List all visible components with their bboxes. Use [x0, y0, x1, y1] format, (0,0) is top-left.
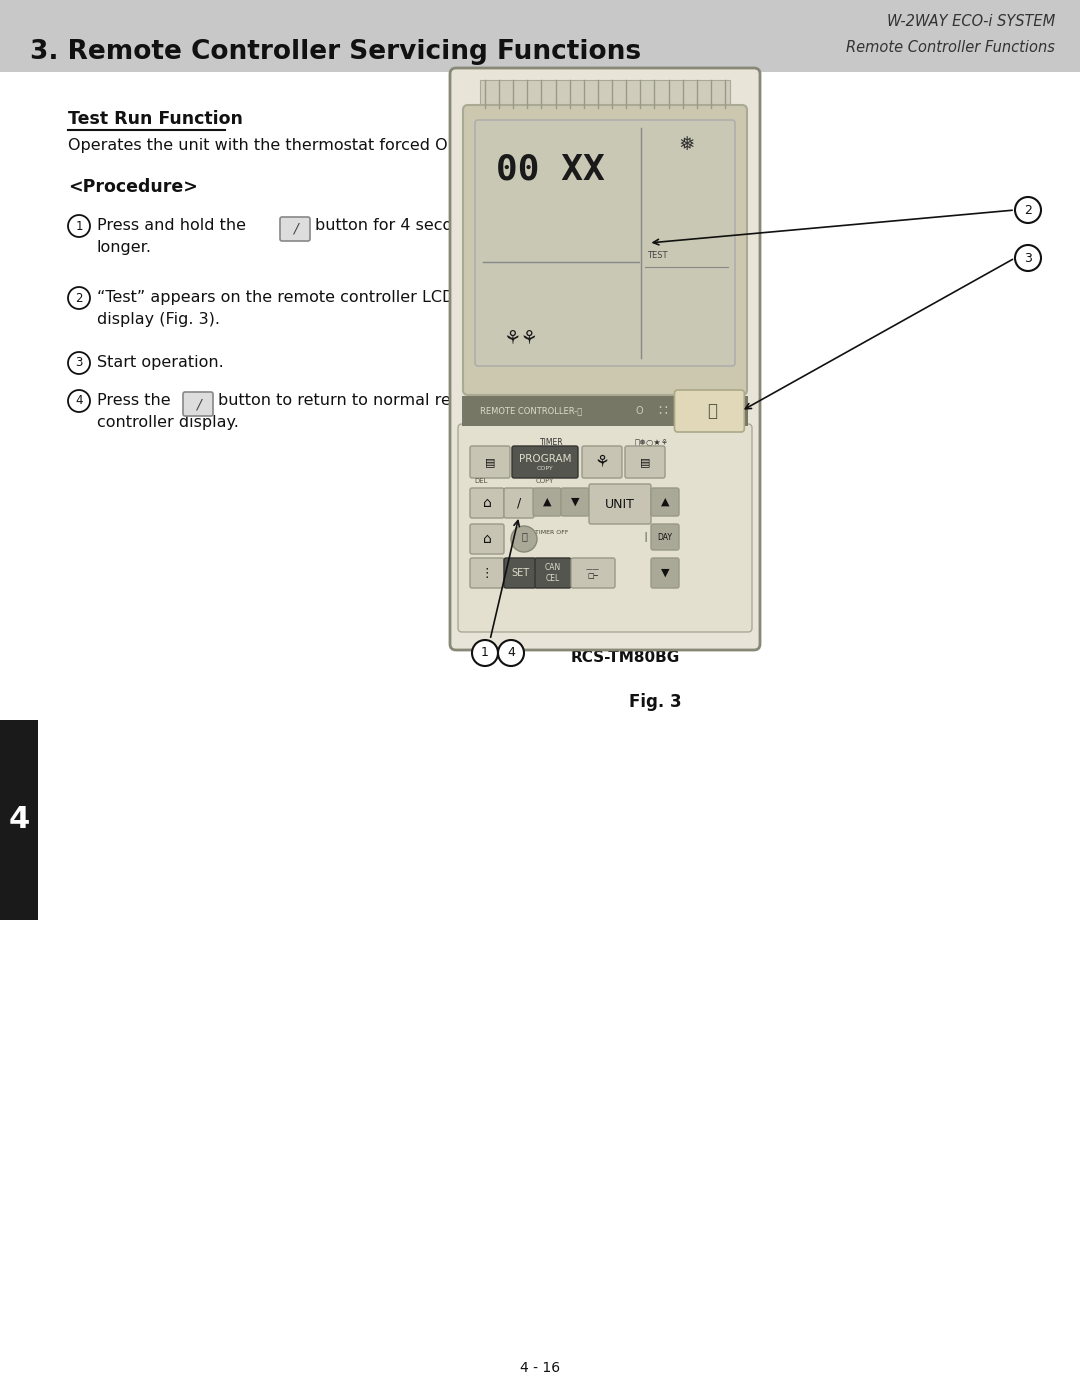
- FancyBboxPatch shape: [675, 390, 744, 432]
- Text: 3: 3: [76, 356, 83, 369]
- FancyBboxPatch shape: [470, 524, 504, 555]
- Text: button to return to normal remote: button to return to normal remote: [218, 393, 492, 408]
- Text: ▼: ▼: [570, 497, 579, 507]
- Text: DEL: DEL: [474, 478, 487, 483]
- Text: SET: SET: [511, 569, 529, 578]
- Text: 2: 2: [76, 292, 83, 305]
- FancyBboxPatch shape: [280, 217, 310, 242]
- Circle shape: [498, 640, 524, 666]
- Bar: [462, 395, 748, 426]
- Text: Start operation.: Start operation.: [97, 355, 224, 370]
- Text: /: /: [293, 222, 297, 236]
- Text: ⏻: ⏻: [707, 402, 717, 420]
- Text: ▤: ▤: [485, 457, 496, 467]
- FancyBboxPatch shape: [582, 446, 622, 478]
- FancyBboxPatch shape: [651, 524, 679, 550]
- Text: COPY: COPY: [536, 478, 554, 483]
- Text: controller display.: controller display.: [97, 415, 239, 430]
- Text: ❘: ❘: [640, 532, 649, 542]
- Circle shape: [511, 527, 537, 552]
- Circle shape: [1015, 197, 1041, 224]
- Text: Press the: Press the: [97, 393, 171, 408]
- Text: O: O: [636, 407, 644, 416]
- Text: REMOTE CONTROLLER-: REMOTE CONTROLLER-: [480, 407, 582, 415]
- Text: “Test” appears on the remote controller LCD: “Test” appears on the remote controller …: [97, 291, 455, 305]
- FancyBboxPatch shape: [183, 393, 213, 416]
- Text: ——
□─: —— □─: [586, 567, 600, 580]
- FancyBboxPatch shape: [470, 446, 510, 478]
- Circle shape: [68, 286, 90, 309]
- Circle shape: [1015, 244, 1041, 271]
- Bar: [0, 719, 38, 921]
- Text: 4: 4: [9, 806, 29, 834]
- Text: 00 XX: 00 XX: [496, 154, 605, 187]
- Text: ⚘⚘: ⚘⚘: [503, 330, 538, 348]
- Text: /: /: [195, 397, 200, 411]
- FancyBboxPatch shape: [651, 557, 679, 588]
- FancyBboxPatch shape: [475, 120, 735, 366]
- Bar: [480, 80, 730, 108]
- Text: 2: 2: [1024, 204, 1031, 217]
- FancyBboxPatch shape: [651, 488, 679, 515]
- FancyBboxPatch shape: [561, 488, 589, 515]
- Text: TEST: TEST: [647, 250, 667, 260]
- Text: 3: 3: [1024, 251, 1031, 264]
- FancyBboxPatch shape: [504, 488, 534, 518]
- Text: <Procedure>: <Procedure>: [68, 177, 198, 196]
- Text: Remote Controller Functions: Remote Controller Functions: [846, 41, 1055, 56]
- Text: TIMER OFF: TIMER OFF: [535, 529, 568, 535]
- Circle shape: [68, 215, 90, 237]
- Text: longer.: longer.: [97, 240, 152, 256]
- Text: 4: 4: [76, 394, 83, 408]
- FancyBboxPatch shape: [450, 68, 760, 650]
- Text: 3. Remote Controller Servicing Functions: 3. Remote Controller Servicing Functions: [30, 39, 642, 64]
- Text: ▲: ▲: [661, 497, 670, 507]
- Circle shape: [68, 352, 90, 374]
- Bar: [0, 0, 1080, 73]
- Text: 1: 1: [481, 647, 489, 659]
- Text: UNIT: UNIT: [605, 497, 635, 510]
- FancyBboxPatch shape: [463, 105, 747, 395]
- Text: Ⓐ❅○★⚘: Ⓐ❅○★⚘: [635, 439, 670, 447]
- Text: Test Run Function: Test Run Function: [68, 110, 243, 129]
- Text: CAN
CEL: CAN CEL: [545, 563, 562, 583]
- Text: 1: 1: [76, 219, 83, 232]
- FancyBboxPatch shape: [504, 557, 536, 588]
- Text: ▲: ▲: [543, 497, 551, 507]
- Text: ❅: ❅: [678, 136, 694, 154]
- Text: ⋮: ⋮: [481, 567, 494, 580]
- Text: COPY: COPY: [537, 465, 553, 471]
- FancyBboxPatch shape: [571, 557, 615, 588]
- FancyBboxPatch shape: [534, 488, 561, 515]
- FancyBboxPatch shape: [458, 425, 752, 631]
- FancyBboxPatch shape: [625, 446, 665, 478]
- Text: ⌂: ⌂: [483, 496, 491, 510]
- Circle shape: [68, 390, 90, 412]
- FancyBboxPatch shape: [470, 557, 504, 588]
- Text: display (Fig. 3).: display (Fig. 3).: [97, 312, 220, 327]
- Text: 4: 4: [508, 647, 515, 659]
- Text: ▤: ▤: [639, 457, 650, 467]
- FancyBboxPatch shape: [512, 446, 578, 478]
- Text: ⌂: ⌂: [483, 532, 491, 546]
- FancyBboxPatch shape: [589, 483, 651, 524]
- Circle shape: [472, 640, 498, 666]
- Text: PROGRAM: PROGRAM: [518, 454, 571, 464]
- Text: Press and hold the: Press and hold the: [97, 218, 246, 233]
- Text: RCS-TM80BG: RCS-TM80BG: [571, 651, 680, 665]
- Text: /: /: [517, 496, 522, 510]
- FancyBboxPatch shape: [470, 488, 504, 518]
- Text: ⦻: ⦻: [521, 531, 527, 541]
- Text: TIMER: TIMER: [540, 439, 564, 447]
- FancyBboxPatch shape: [535, 557, 571, 588]
- Text: ∷: ∷: [659, 404, 667, 418]
- Text: Operates the unit with the thermostat forced ON.: Operates the unit with the thermostat fo…: [68, 138, 464, 154]
- Text: 4 - 16: 4 - 16: [519, 1361, 561, 1375]
- Text: W-2WAY ECO-i SYSTEM: W-2WAY ECO-i SYSTEM: [887, 14, 1055, 29]
- Text: button for 4 seconds or: button for 4 seconds or: [315, 218, 502, 233]
- Text: ▼: ▼: [661, 569, 670, 578]
- Text: ⚘: ⚘: [595, 453, 609, 471]
- Text: DAY: DAY: [658, 532, 673, 542]
- Text: Fig. 3: Fig. 3: [629, 693, 681, 711]
